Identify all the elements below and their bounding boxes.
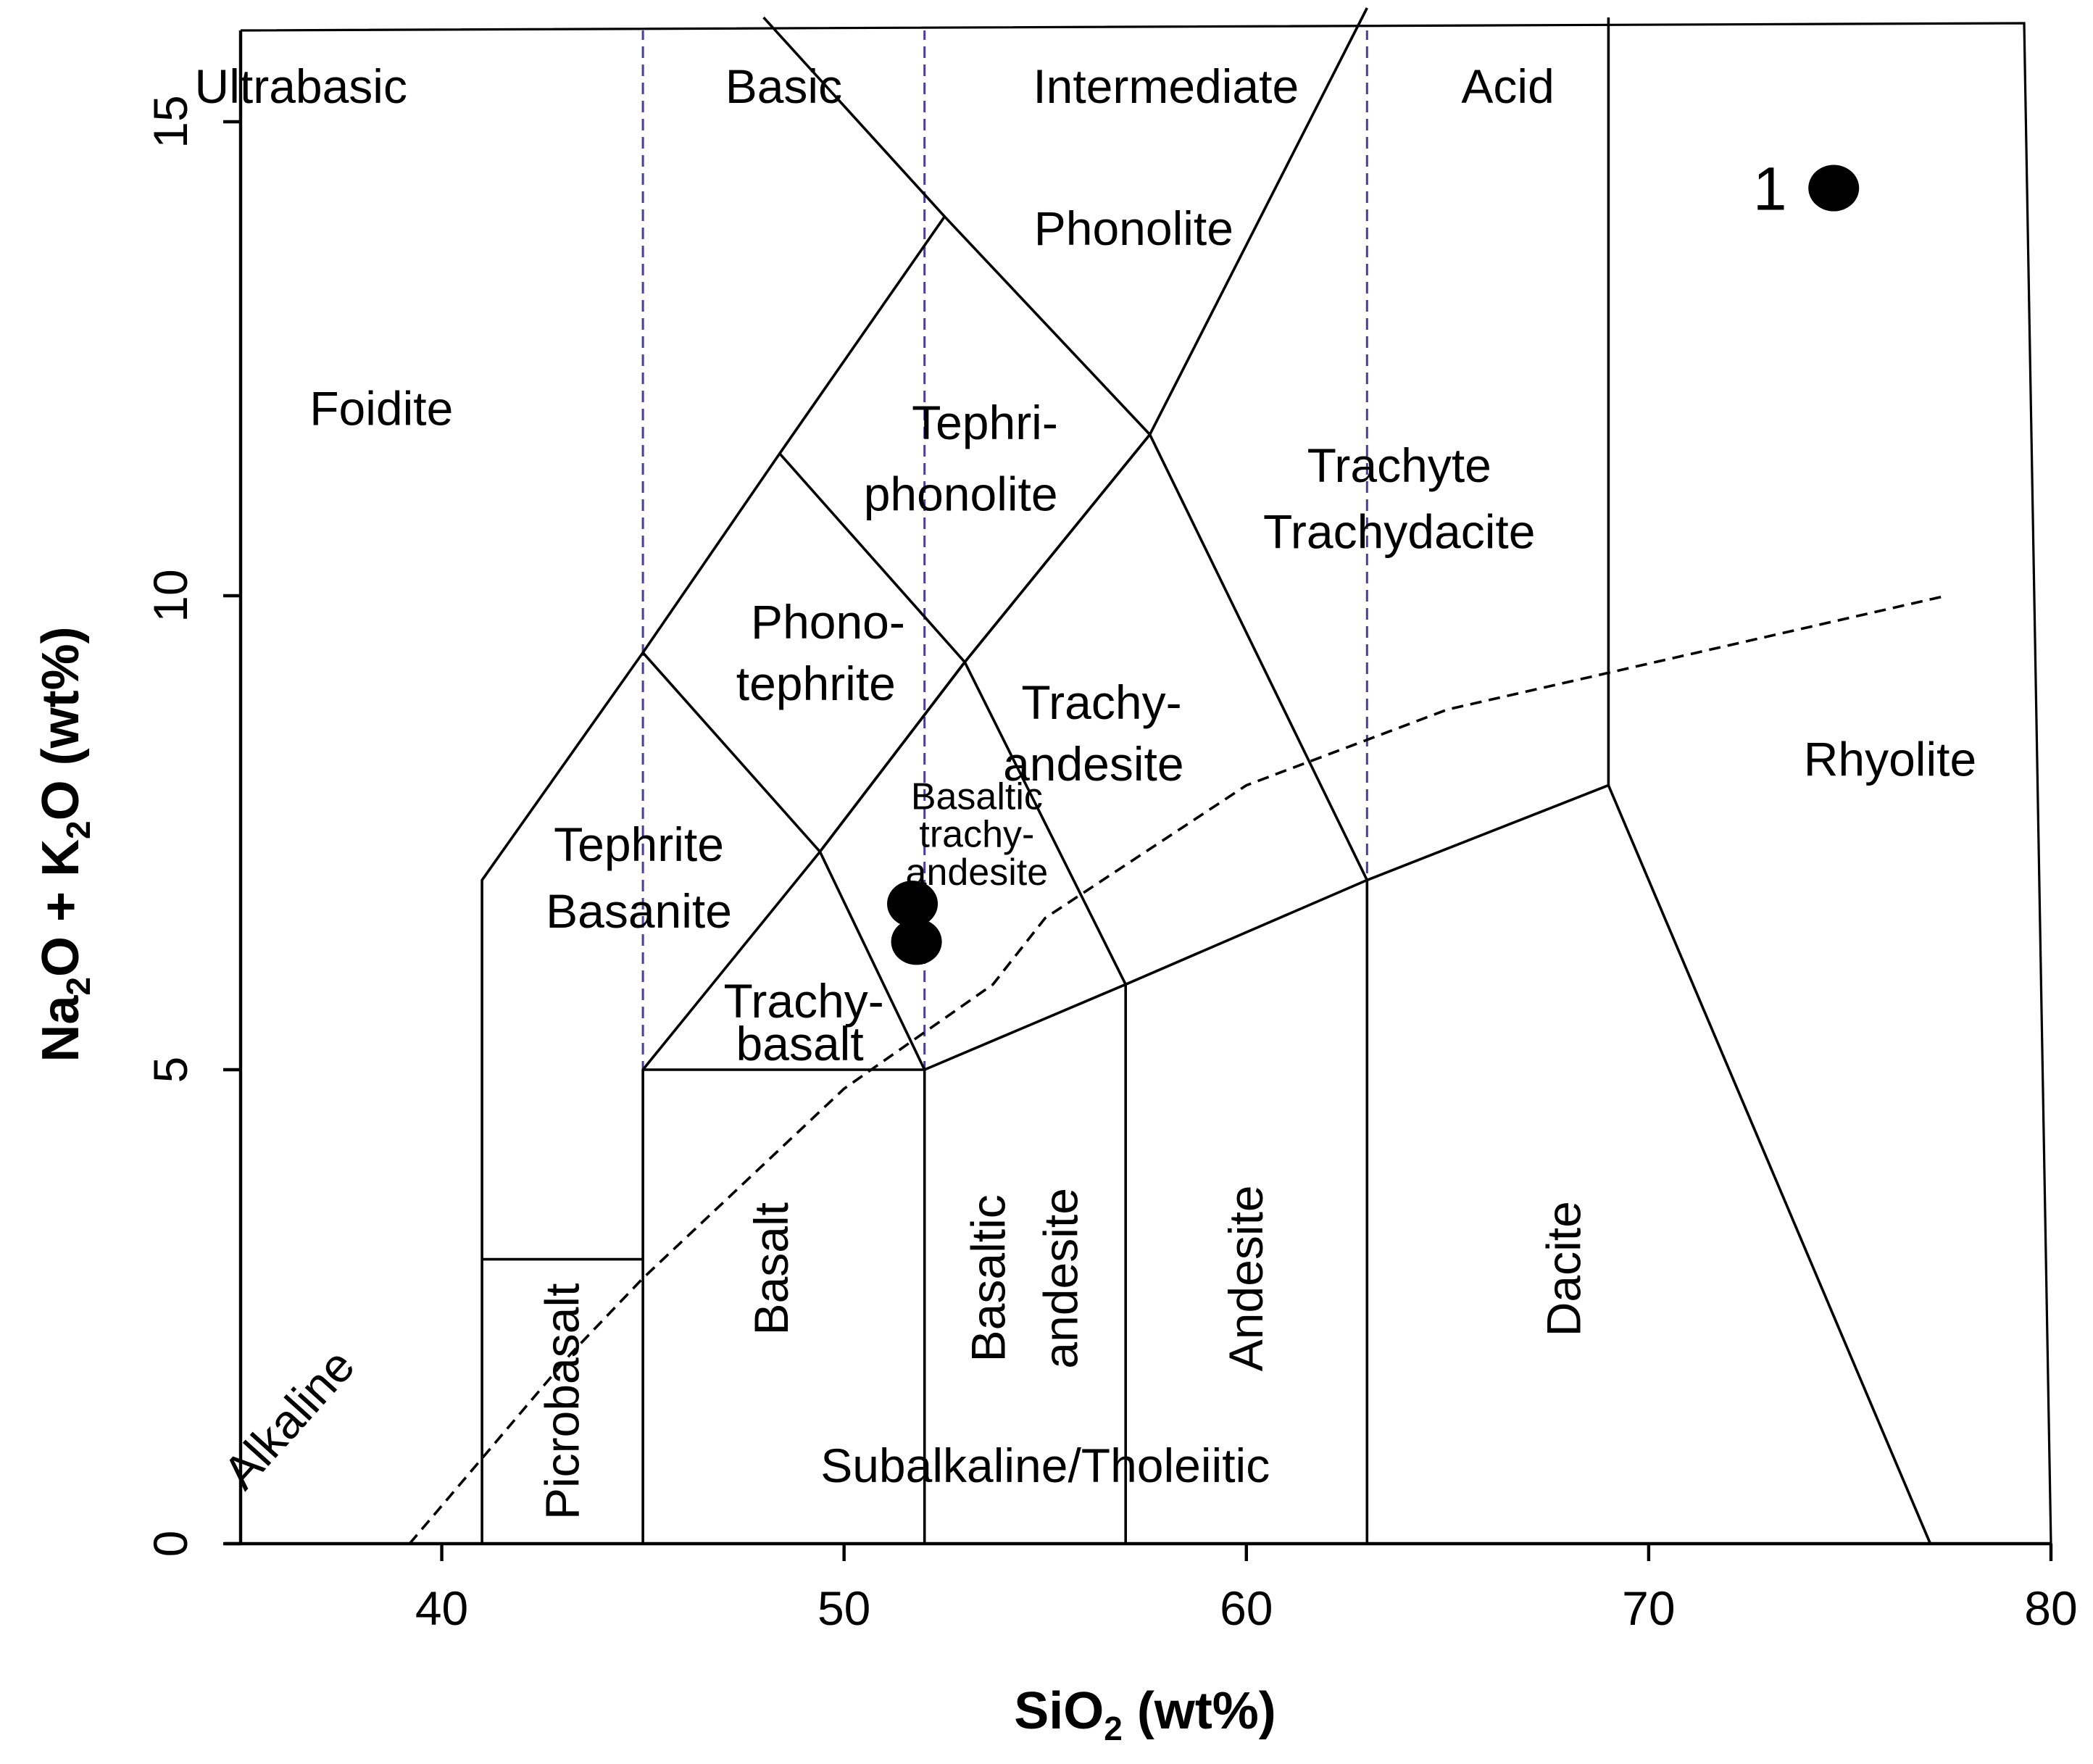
field-boundary-12 — [762, 16, 946, 218]
plot-frame — [240, 22, 2052, 1544]
field-label-dacite: Dacite — [1537, 1201, 1591, 1336]
axes — [225, 30, 2051, 1546]
y-axis-label: Na2O + K2O (wt%) — [32, 626, 97, 1062]
field-label-trachyandesite-1: Trachy- — [1021, 675, 1181, 729]
x-axis-ticks: 40 50 60 70 80 — [415, 1544, 2078, 1635]
alkaline-subalkaline-divide — [408, 594, 1947, 1545]
x-tick-label-70: 70 — [1622, 1581, 1675, 1635]
x-tick-label-80: 80 — [2024, 1581, 2077, 1635]
field-label-bta-2: trachy- — [919, 814, 1034, 856]
field-label-tephrite-1: Tephrite — [554, 817, 724, 871]
sample-point-2 — [1808, 165, 1860, 212]
sample-point-label-2: 1 — [1753, 155, 1787, 223]
sample-point-0 — [887, 881, 939, 928]
y-axis-ticks: 0 5 10 15 — [143, 95, 241, 1557]
field-label-basic: Basic — [725, 59, 842, 113]
field-label-rhyolite: Rhyolite — [1804, 733, 1976, 786]
field-label-basalt: Basalt — [744, 1202, 798, 1335]
field-label-tephriphonolite-2: phonolite — [864, 467, 1058, 520]
field-label-phonotephrite-2: tephrite — [736, 657, 896, 710]
field-label-bta-1: Basaltic — [911, 775, 1043, 817]
x-tick-label-50: 50 — [817, 1581, 870, 1635]
field-label-trachyte-2: Trachydacite — [1263, 505, 1535, 559]
y-tick-label-0: 0 — [143, 1531, 197, 1557]
sample-point-1 — [891, 918, 942, 965]
sample-points: 1 — [887, 155, 1860, 965]
y-tick-label-15: 15 — [143, 95, 197, 148]
field-label-subalkaline: Subalkaline/Tholeiitic — [820, 1439, 1270, 1492]
y-tick-label-10: 10 — [143, 569, 197, 622]
region-labels: Ultrabasic Basic Intermediate Acid Phonolite… — [195, 59, 1977, 1520]
field-label-phonolite: Phonolite — [1034, 201, 1233, 255]
field-label-intermediate: Intermediate — [1033, 59, 1299, 113]
field-label-trachyandesite-2: andesite — [1003, 737, 1184, 791]
silica-class-reference-lines — [641, 30, 1368, 1544]
field-label-trachybasalt-1: Trachy- — [724, 974, 884, 1028]
field-label-tephrite-2: Basanite — [546, 884, 732, 938]
field-label-trachyte-1: Trachyte — [1307, 438, 1491, 492]
field-label-basaltic-andesite-1: Basaltic — [962, 1194, 1015, 1362]
field-label-andesite: Andesite — [1219, 1185, 1273, 1371]
field-label-phonotephrite-1: Phono- — [751, 595, 905, 649]
field-label-tephriphonolite-1: Tephri- — [912, 396, 1058, 449]
field-label-alkaline: Alkaline — [212, 1339, 365, 1499]
tas-field-boundaries — [480, 7, 1932, 1544]
field-label-foidite: Foidite — [309, 382, 453, 436]
y-tick-label-5: 5 — [143, 1057, 197, 1083]
field-label-trachybasalt-2: basalt — [736, 1017, 864, 1070]
field-label-basaltic-andesite-2: andesite — [1034, 1188, 1088, 1369]
field-boundary-10 — [1607, 784, 1932, 1544]
field-label-acid: Acid — [1461, 59, 1554, 113]
x-tick-label-60: 60 — [1220, 1581, 1273, 1635]
field-label-ultrabasic: Ultrabasic — [195, 59, 407, 113]
x-axis-label: SiO2 (wt%) — [1014, 1682, 1276, 1747]
alkaline-divide-line — [408, 594, 1947, 1545]
field-boundary-9 — [778, 433, 1368, 881]
x-tick-label-40: 40 — [415, 1581, 468, 1635]
field-label-picrobasalt: Picrobasalt — [535, 1284, 588, 1520]
